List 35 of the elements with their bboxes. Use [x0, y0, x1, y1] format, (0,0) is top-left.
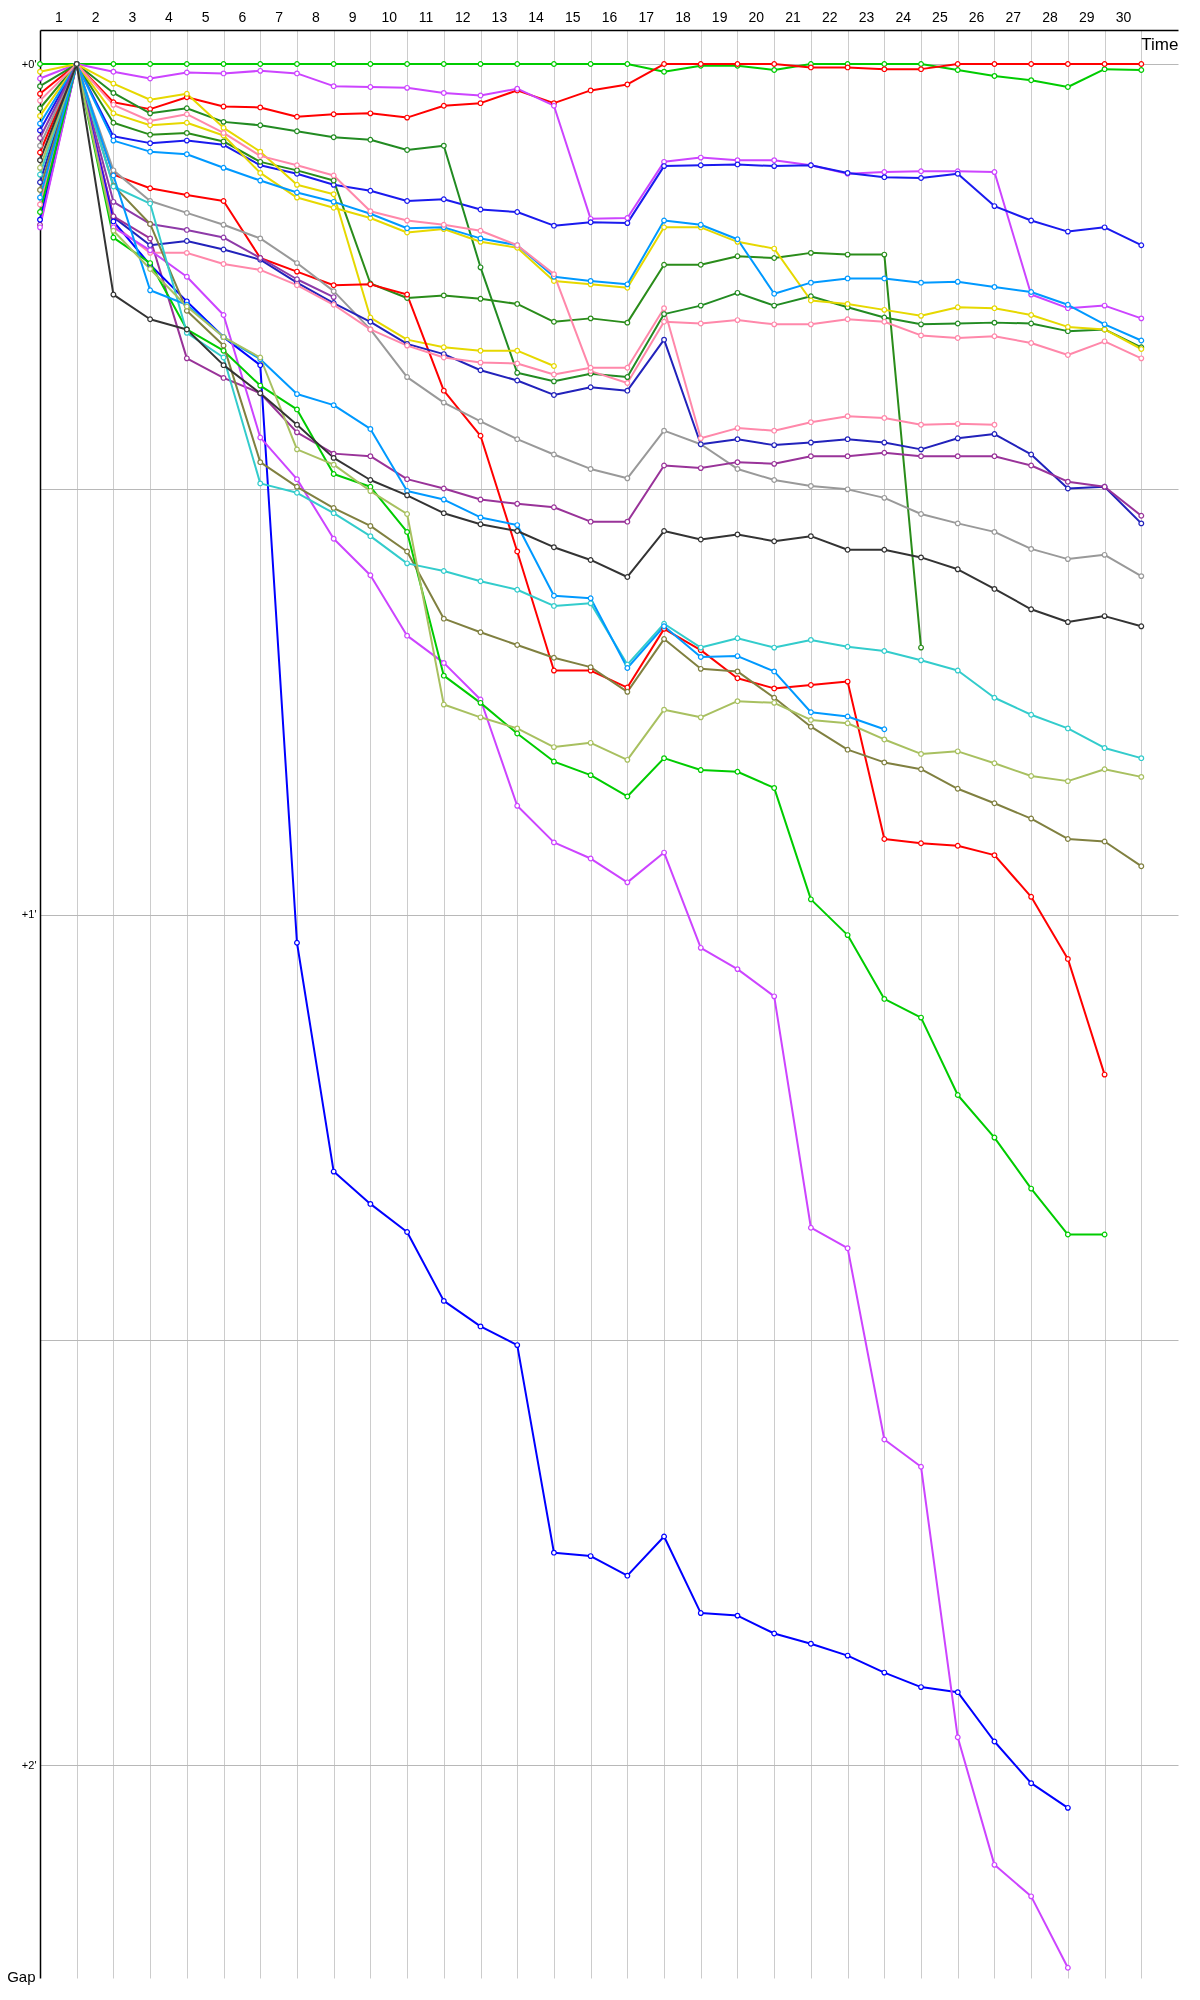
x-tick-label: 28: [1042, 8, 1059, 25]
x-tick-label: 18: [675, 8, 691, 25]
y-tick-label: +2': [21, 1758, 37, 1771]
x-tick-label: 1: [54, 8, 63, 25]
x-tick-label: 23: [858, 8, 875, 25]
x-tick-label: 7: [275, 8, 284, 25]
x-tick-label: 29: [1078, 8, 1095, 25]
x-tick-label: 14: [528, 8, 545, 25]
x-tick-label: 13: [491, 8, 508, 25]
x-tick-label: 12: [454, 8, 471, 25]
x-tick-label: 6: [238, 8, 247, 25]
x-tick-label: 10: [381, 8, 398, 25]
x-tick-label: 24: [895, 8, 912, 25]
x-tick-label: 9: [348, 8, 357, 25]
y-axis-title: Gap: [7, 1967, 36, 1985]
x-tick-label: 8: [311, 8, 320, 25]
x-tick-label: 20: [748, 8, 765, 25]
x-tick-label: 30: [1115, 8, 1132, 25]
x-tick-label: 22: [821, 8, 838, 25]
x-tick-label: 4: [165, 8, 174, 25]
x-tick-label: 3: [128, 8, 137, 25]
x-tick-label: 16: [601, 8, 618, 25]
x-tick-label: 26: [968, 8, 985, 25]
x-tick-label: 19: [711, 8, 728, 25]
x-tick-label: 11: [418, 8, 434, 25]
x-tick-label: 21: [785, 8, 802, 25]
x-tick-label: 5: [201, 8, 210, 25]
x-tick-label: 15: [565, 8, 581, 25]
x-axis-title: Time: [1141, 34, 1179, 54]
y-tick-label: +0': [21, 57, 37, 70]
x-tick-label: 25: [932, 8, 948, 25]
x-tick-label: 17: [638, 8, 655, 25]
x-tick-label: 27: [1005, 8, 1022, 25]
x-tick-label: 2: [91, 8, 100, 25]
y-tick-label: +1': [21, 908, 37, 921]
